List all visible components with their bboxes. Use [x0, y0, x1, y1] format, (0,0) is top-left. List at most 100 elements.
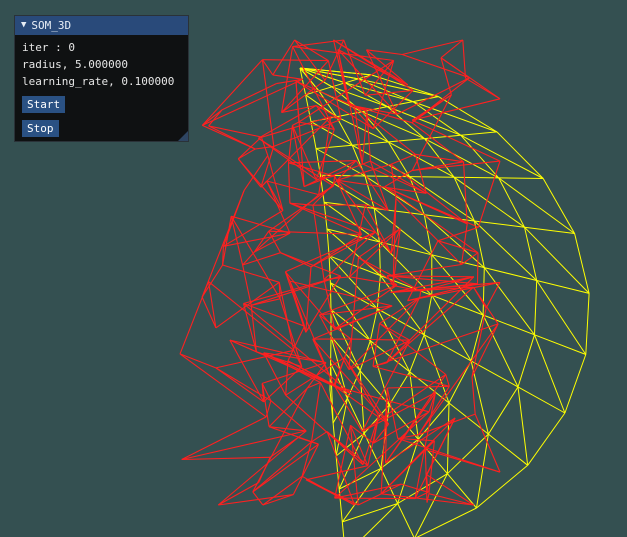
surface-edge: [388, 371, 411, 406]
surface-edge: [447, 433, 489, 475]
som-edge: [385, 392, 436, 464]
som-edge: [181, 456, 271, 461]
som-edge: [261, 59, 274, 76]
som-edge: [266, 180, 319, 196]
surface-edge: [476, 434, 489, 509]
som-edge: [237, 136, 262, 160]
som-edge: [334, 497, 416, 500]
surface-edge: [423, 334, 450, 404]
som-edge: [287, 162, 291, 204]
som-edge: [305, 266, 312, 333]
surface-edge: [431, 295, 472, 362]
som-edge: [334, 411, 430, 499]
surface-edge: [412, 101, 461, 136]
som-edge: [287, 125, 293, 163]
som-edge: [366, 49, 403, 56]
som-edge: [476, 252, 479, 284]
som-edge: [261, 383, 270, 427]
som-edge: [201, 296, 217, 329]
som-edge: [334, 425, 352, 499]
som-edge: [305, 479, 359, 506]
surface-edge: [373, 208, 433, 256]
som-edge: [252, 491, 264, 506]
som-edge: [396, 77, 470, 115]
som-edge: [303, 326, 307, 333]
som-edge: [253, 232, 291, 253]
som-edge: [384, 186, 479, 254]
surface-edge: [397, 439, 419, 504]
surface-edge: [542, 178, 576, 234]
surface-edge: [388, 404, 419, 440]
som-edge: [261, 59, 275, 147]
som-edge: [344, 357, 390, 425]
som-edge: [390, 286, 474, 293]
radius-readout: radius, 5.000000: [22, 58, 128, 71]
surface-edge: [329, 389, 334, 424]
som-edge: [201, 190, 245, 298]
som-edge: [390, 163, 468, 225]
surface-edge: [517, 334, 535, 388]
som-edge: [291, 125, 317, 180]
som-edge: [215, 367, 265, 403]
som-edge: [288, 162, 335, 177]
som-edge: [397, 437, 435, 442]
surface-edge: [341, 468, 382, 523]
resize-grip[interactable]: [178, 131, 188, 141]
surface-edge: [397, 503, 415, 537]
surface-edge: [329, 282, 371, 341]
surface-edge: [424, 134, 461, 140]
som-edge: [414, 392, 437, 499]
surface-edge: [387, 101, 413, 108]
som-edge: [242, 252, 281, 266]
som-edge: [278, 282, 295, 351]
som-edge: [270, 400, 307, 432]
som-edge: [426, 474, 474, 506]
som-edge: [310, 234, 362, 268]
triangle-down-icon[interactable]: ▼: [21, 20, 27, 30]
som-edge: [319, 305, 393, 316]
stop-button[interactable]: Stop: [22, 120, 59, 137]
surface-edge: [329, 282, 332, 310]
surface-edge: [460, 134, 500, 179]
som-edge: [418, 413, 476, 436]
som-edge: [392, 198, 397, 286]
som-edge: [349, 425, 369, 466]
surface-edge: [424, 214, 475, 222]
surface-edge: [470, 360, 519, 388]
som-edge: [215, 367, 272, 402]
surface-edge: [473, 220, 485, 268]
som-edge: [263, 352, 321, 383]
surface-edge: [336, 116, 353, 146]
som-edge: [461, 252, 479, 265]
som-edge: [337, 49, 363, 164]
som-edge: [305, 465, 368, 481]
som-edge: [348, 257, 360, 370]
surface-edge: [387, 141, 410, 177]
surface-edge: [498, 177, 525, 228]
som-edge: [390, 153, 416, 165]
surface-edge: [344, 78, 359, 84]
som-edge: [310, 382, 321, 442]
panel-title-bar[interactable]: ▼ SOM_3D: [15, 16, 188, 35]
som-edge: [334, 284, 398, 330]
surface-edge: [338, 467, 382, 490]
som-edge: [260, 136, 269, 156]
surface-edge: [409, 176, 455, 178]
som-edge: [424, 440, 435, 451]
som-edge: [281, 46, 294, 113]
som-edge: [258, 457, 271, 483]
start-button[interactable]: Start: [22, 96, 66, 113]
surface-edge: [423, 214, 485, 268]
som-edge: [221, 83, 277, 111]
surface-edge: [536, 280, 590, 294]
surface-edge: [328, 255, 381, 277]
som-edge: [262, 475, 303, 506]
som-edge: [217, 437, 299, 506]
som-edge: [384, 169, 413, 188]
som-edge: [336, 163, 392, 181]
surface-edge: [409, 176, 425, 215]
som-edge: [285, 360, 289, 396]
som-edge: [263, 352, 327, 364]
surface-edge: [315, 144, 353, 149]
